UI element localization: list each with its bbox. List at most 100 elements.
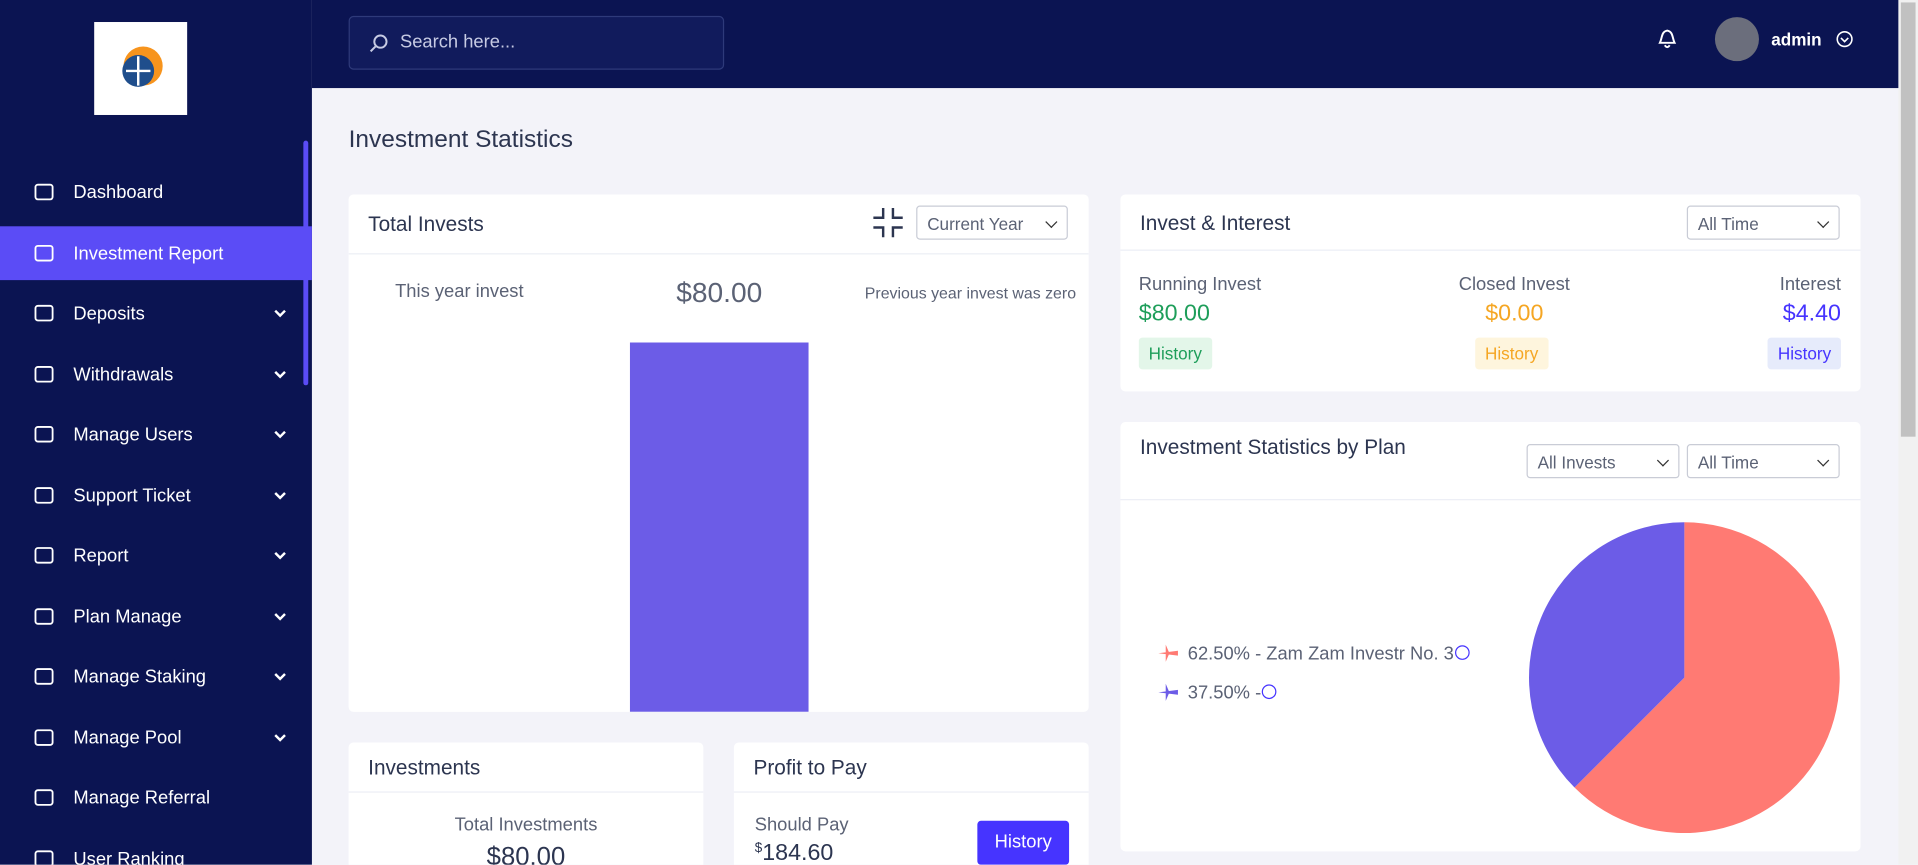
menu-item[interactable]: Manage Staking [0, 650, 312, 704]
logo[interactable] [94, 22, 188, 115]
card-title: Investments [368, 755, 481, 780]
user-name[interactable]: admin [1771, 29, 1822, 49]
this-year-amount: $80.00 [676, 276, 763, 309]
chevron-shape [274, 430, 286, 439]
menu-item[interactable]: Manage Users [0, 407, 312, 461]
menu-icon [34, 789, 54, 806]
menu-label: Manage Pool [73, 727, 182, 748]
user-dropdown[interactable] [1836, 31, 1853, 48]
sidebar: Dashboard Investment Report Deposits Withdr… [0, 0, 312, 865]
menu-icon [34, 668, 54, 685]
total-label: Total Investments [454, 814, 598, 836]
item-label: Running Invest [1138, 273, 1262, 295]
chevron [274, 552, 286, 560]
icon-shape [34, 304, 54, 322]
menu-item[interactable]: Plan Manage [0, 590, 312, 644]
bell-icon[interactable] [1655, 26, 1679, 50]
chevron-shape [274, 370, 286, 379]
plan-filter[interactable]: All Invests [1526, 444, 1680, 479]
item-label: Interest [1779, 273, 1841, 295]
history-badge[interactable]: History [1768, 337, 1841, 370]
menu-icon [34, 366, 54, 383]
item-amount: $4.40 [1782, 300, 1841, 327]
bar-chart [629, 342, 809, 712]
menu-item[interactable]: Manage Referral [0, 771, 312, 825]
menu-label: Manage Staking [73, 666, 206, 687]
icon-shape [34, 547, 54, 564]
menu-item[interactable]: User Ranking [0, 832, 312, 865]
chevron-shape [274, 492, 286, 500]
info-icon[interactable] [1261, 684, 1277, 700]
menu-label: Dashboard [73, 181, 164, 203]
should-pay-label: Should Pay [754, 814, 849, 836]
legend-text: 37.50% - [1187, 682, 1262, 704]
icon-shape [34, 729, 54, 746]
investments-card: Investments Total Investments $80.00 [348, 742, 704, 865]
time-filter[interactable]: All Time [1686, 444, 1840, 479]
this-year-label: This year invest [395, 281, 524, 303]
menu-label: Investment Report [73, 242, 224, 264]
chevron [274, 492, 286, 500]
item-amount: $0.00 [1485, 300, 1544, 327]
chevron [274, 734, 286, 742]
chevron-shape [274, 613, 286, 621]
chevron [274, 673, 286, 681]
chevron [274, 370, 286, 379]
legend-text: 62.50% - Zam Zam Investr No. 3 [1187, 643, 1454, 665]
menu-item[interactable]: Dashboard [0, 165, 312, 219]
menu-item[interactable]: Investment Report [0, 226, 312, 281]
icon-shape [34, 366, 54, 383]
chevron [274, 613, 286, 621]
plane-shape [1158, 683, 1178, 701]
menu-item[interactable]: Report [0, 528, 312, 582]
avatar[interactable] [1714, 17, 1759, 62]
card-header: Total Invests Current Year [348, 194, 1089, 255]
chevron-shape [274, 309, 286, 318]
menu-icon [34, 244, 54, 262]
menu-label: User Ranking [73, 848, 185, 865]
currency: $ [754, 841, 763, 856]
menu-label: Deposits [73, 302, 145, 324]
should-pay-amount: $184.60 [755, 840, 834, 864]
icon-shape [34, 608, 54, 625]
pie-slice [1574, 522, 1840, 834]
card-header: Investment Statistics by Plan All Invest… [1120, 422, 1861, 501]
item-label: Closed Invest [1458, 273, 1570, 295]
menu-icon [34, 850, 54, 865]
icon-shape [34, 487, 54, 504]
menu-item[interactable]: Deposits [0, 286, 312, 340]
history-badge[interactable]: History [1475, 337, 1549, 370]
card-title: Profit to Pay [753, 755, 867, 780]
scroll-thumb[interactable] [1900, 2, 1916, 437]
chevron-shape [274, 673, 286, 681]
pie-slice [1529, 522, 1685, 788]
total-amount: $80.00 [486, 842, 566, 865]
history-badge[interactable]: History [1138, 337, 1212, 370]
icon-shape [34, 244, 54, 262]
legend-icon [1158, 683, 1178, 701]
info-icon[interactable] [1454, 645, 1470, 661]
menu-item[interactable]: Manage Pool [0, 711, 312, 765]
search-box[interactable]: Search here... [348, 15, 725, 70]
search-placeholder: Search here... [399, 31, 516, 53]
menu-label: Manage Users [73, 423, 193, 445]
profit-card: Profit to Pay Should Pay $184.60 History [733, 742, 1089, 865]
history-button[interactable]: History [977, 820, 1070, 865]
card-title: Investment Statistics by Plan [1140, 435, 1406, 459]
period-select[interactable]: All Time [1686, 205, 1840, 240]
period-select[interactable]: Current Year [916, 205, 1068, 240]
total-invests-card: Total Invests Current Year This year inv… [348, 194, 1089, 712]
menu-item[interactable]: Support Ticket [0, 468, 312, 522]
menu-item[interactable]: Withdrawals [0, 347, 312, 401]
card-header: Profit to Pay [733, 742, 1089, 793]
compress-icon[interactable] [872, 207, 904, 239]
icon-shape [34, 789, 54, 806]
icon-shape [34, 183, 54, 201]
menu-label: Manage Referral [73, 787, 211, 808]
menu-icon [34, 183, 54, 201]
chevron [274, 309, 286, 318]
menu-label: Support Ticket [73, 485, 191, 506]
chevron [274, 430, 286, 439]
page-scrollbar [1898, 0, 1918, 865]
